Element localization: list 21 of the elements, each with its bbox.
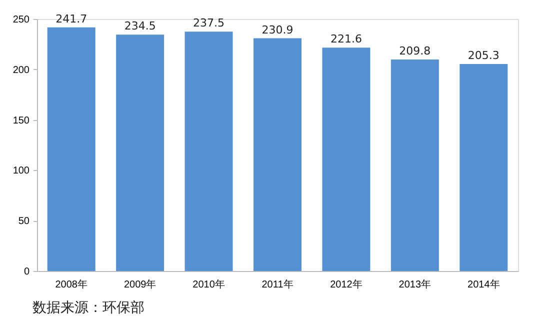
y-tick-label: 250	[12, 14, 30, 26]
y-tick-label: 200	[12, 64, 30, 76]
data-label: 234.5	[124, 20, 156, 33]
x-tick-label: 2009年	[124, 278, 156, 290]
y-tick-label: 150	[12, 115, 30, 126]
data-label: 205.3	[468, 49, 500, 62]
x-tick-label: 2012年	[330, 278, 362, 290]
x-tick-label: 2014年	[468, 278, 500, 290]
data-label: 237.5	[193, 16, 225, 30]
x-tick-label: 2013年	[398, 278, 432, 290]
source-note: 数据来源：环保部	[32, 300, 144, 316]
x-tick-label: 2010年	[192, 278, 225, 290]
data-label: 209.8	[399, 44, 431, 58]
y-tick-label: 100	[12, 166, 30, 177]
y-tick-label: 0	[24, 266, 30, 278]
x-tick-label: 2008年	[55, 278, 88, 290]
data-label: 241.7	[56, 12, 88, 26]
x-tick-label: 2011年	[262, 278, 294, 290]
data-label: 221.6	[330, 32, 362, 46]
data-label: 230.9	[262, 23, 294, 36]
y-tick-label: 50	[18, 216, 30, 228]
